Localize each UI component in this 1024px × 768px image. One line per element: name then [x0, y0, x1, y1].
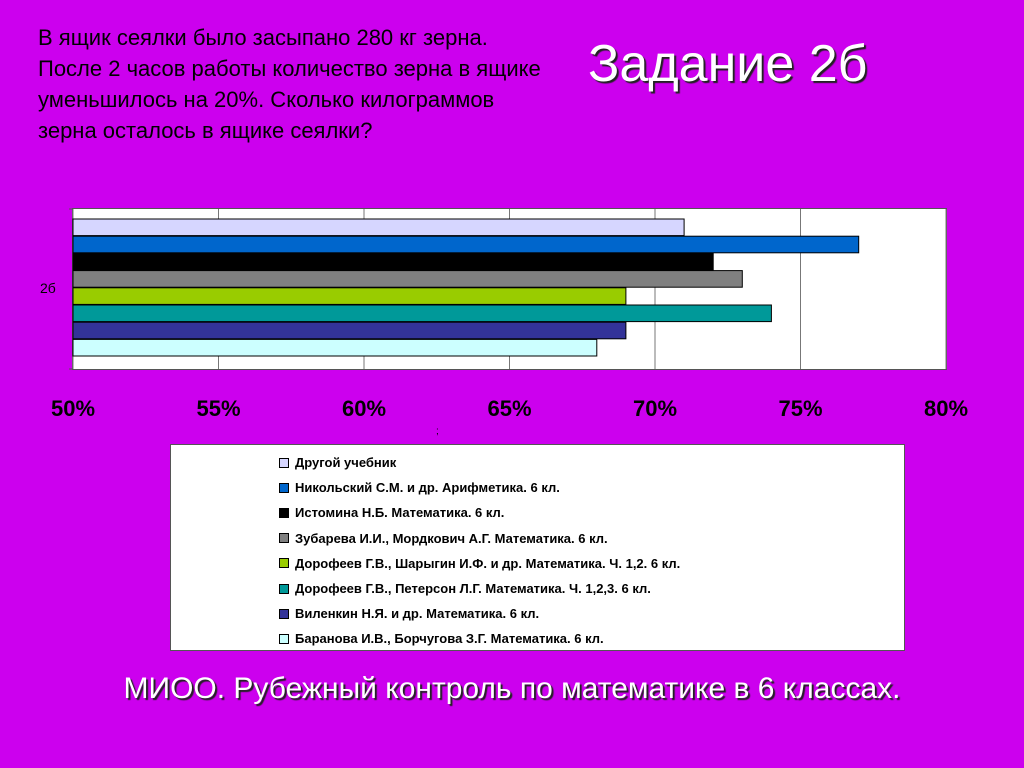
x-tick-label: 65%	[487, 396, 532, 421]
legend-item: Баранова И.В., Борчугова З.Г. Математика…	[279, 626, 904, 651]
legend-item: Зубарева И.И., Мордкович А.Г. Математика…	[279, 526, 904, 551]
bar-series-3	[72, 252, 714, 271]
legend-item: Виленкин Н.Я. и др. Математика. 6 кл.	[279, 601, 904, 626]
legend-label: Виленкин Н.Я. и др. Математика. 6 кл.	[295, 606, 540, 622]
legend-item: Никольский С.М. и др. Арифметика. 6 кл.	[279, 475, 904, 500]
legend-swatch	[279, 457, 289, 468]
legend-swatch	[279, 608, 289, 619]
legend-label: Другой учебник	[295, 455, 397, 471]
problem-text: В ящик сеялки было засыпано 280 кг зерна…	[38, 25, 541, 143]
chart-plot-area	[69, 208, 947, 370]
x-tick-label: 70%	[632, 396, 678, 421]
legend-label: Истомина Н.Б. Математика. 6 кл.	[295, 505, 505, 521]
bar-series-5	[72, 287, 627, 305]
bar-series-8	[72, 338, 598, 357]
legend-list: Другой учебник Никольский С.М. и др. Ариф…	[171, 445, 904, 652]
legend-swatch	[279, 558, 289, 569]
legend-item: Другой учебник	[279, 450, 904, 475]
legend-label: Баранова И.В., Борчугова З.Г. Математика…	[295, 631, 604, 647]
legend-swatch	[279, 482, 289, 493]
bar-series-2	[72, 235, 860, 254]
legend-swatch	[279, 583, 289, 594]
small-mark: ;	[436, 426, 439, 437]
legend-swatch	[279, 533, 289, 544]
legend-label: Дорофеев Г.В., Петерсон Л.Г. Математика.…	[295, 581, 651, 597]
x-tick-label: 80%	[923, 396, 969, 421]
bar-chart	[69, 208, 947, 370]
bar-series-4	[72, 270, 743, 288]
bar-series-7	[72, 321, 627, 340]
legend-item: Истомина Н.Б. Математика. 6 кл.	[279, 500, 904, 525]
legend-label: Никольский С.М. и др. Арифметика. 6 кл.	[295, 480, 560, 496]
x-tick-label: 50%	[50, 396, 96, 421]
legend-label: Зубарева И.И., Мордкович А.Г. Математика…	[295, 530, 608, 546]
legend-item: Дорофеев Г.В., Петерсон Л.Г. Математика.…	[279, 576, 904, 601]
x-tick-label: 55%	[196, 396, 241, 421]
footer-caption: МИОО. Рубежный контроль по математике в …	[123, 672, 901, 705]
slide-title: Задание 2б	[588, 35, 868, 93]
bar-series-1	[72, 218, 685, 237]
chart-legend: Другой учебник Никольский С.М. и др. Ариф…	[170, 444, 905, 651]
legend-label: Дорофеев Г.В., Шарыгин И.Ф. и др. Матема…	[295, 555, 681, 571]
bar-series-6	[72, 304, 772, 323]
legend-swatch	[279, 507, 289, 518]
legend-swatch	[279, 633, 289, 644]
x-tick-label: 60%	[341, 396, 387, 421]
x-tick-label: 75%	[778, 396, 823, 421]
legend-item: Дорофеев Г.В., Шарыгин И.Ф. и др. Матема…	[279, 551, 904, 576]
category-label: 2б	[40, 280, 56, 296]
